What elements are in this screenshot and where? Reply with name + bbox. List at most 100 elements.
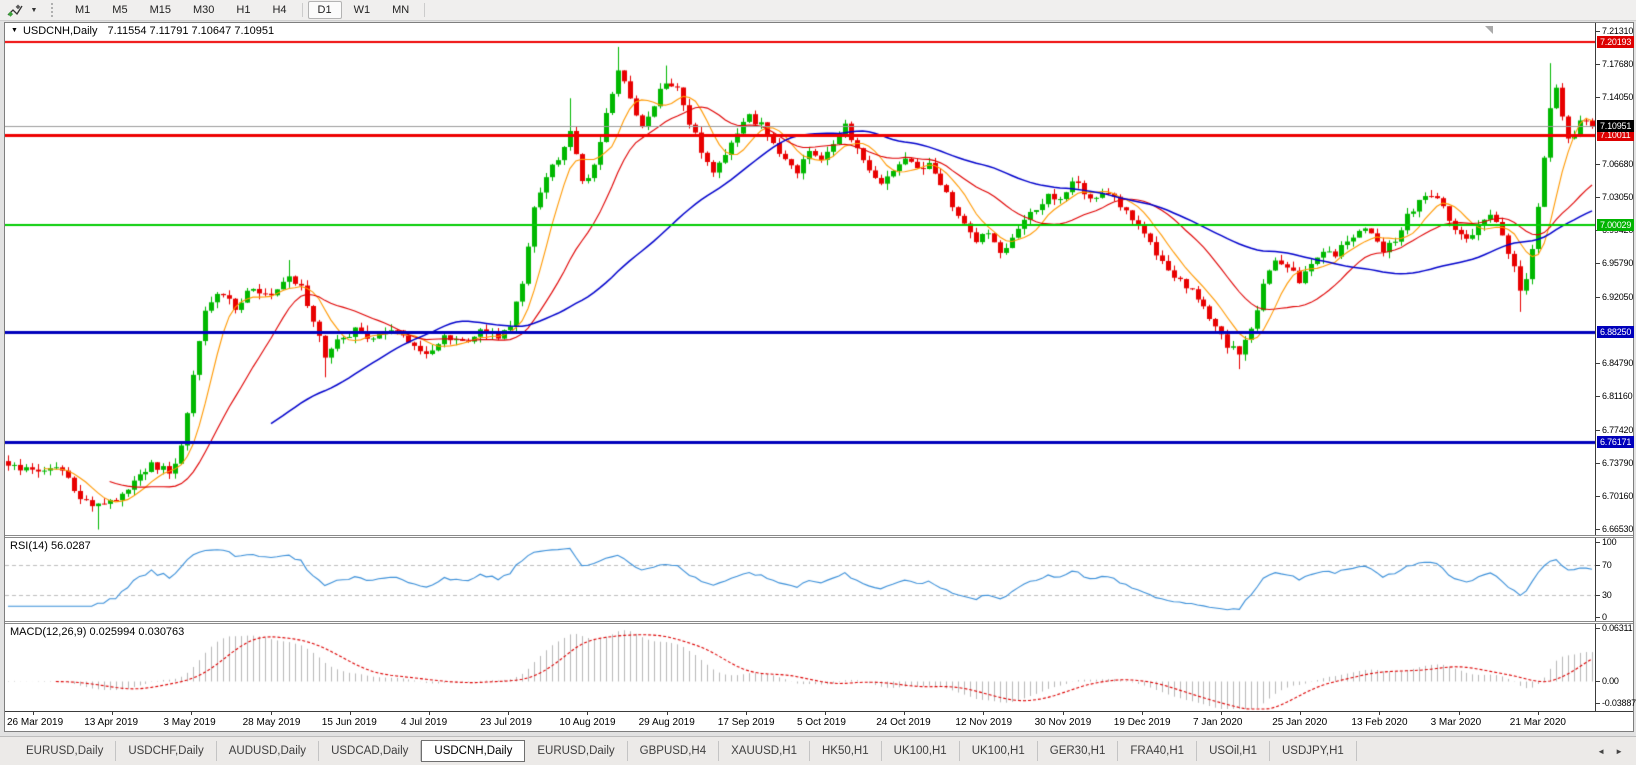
date-label: 7 Jan 2020 [1193, 717, 1243, 728]
tab-scroll-left-icon[interactable]: ◄ [1597, 746, 1606, 756]
rsi-axis-label: 30 [1596, 590, 1633, 601]
chart-cursor-icon [7, 4, 23, 17]
chart-tab-usdcnh-daily[interactable]: USDCNH,Daily [421, 740, 526, 762]
tab-scroll-controls: ◄ ► [1592, 747, 1636, 756]
price-badge: 6.88250 [1597, 326, 1634, 339]
price-tick-label: 6.77420 [1596, 425, 1633, 436]
date-label: 28 May 2019 [242, 717, 301, 728]
date-axis[interactable]: 26 Mar 2019 13 Apr 2019 3 May 2019 28 May 2… [5, 711, 1633, 731]
date-tick-mark [508, 712, 510, 715]
date-tick-mark [191, 712, 193, 715]
date-label: 30 Nov 2019 [1034, 717, 1092, 728]
macd-panel-separator[interactable] [5, 621, 1633, 624]
date-label: 29 Aug 2019 [638, 717, 695, 728]
macd-axis-label: 0.06311 [1596, 623, 1633, 634]
chart-cursor-tool-button[interactable] [3, 1, 27, 19]
macd-panel-canvas[interactable] [5, 624, 1595, 711]
timeframe-button-W1[interactable]: W1 [353, 4, 371, 16]
date-tick-mark [1221, 712, 1222, 715]
rsi-axis-label: 0 [1596, 612, 1633, 623]
price-tick-label: 6.84790 [1596, 358, 1633, 369]
chart-tab-usoil-h1[interactable]: USOil,H1 [1197, 741, 1270, 761]
date-label: 24 Oct 2019 [876, 717, 931, 728]
chart-tab-usdcad-daily[interactable]: USDCAD,Daily [319, 741, 422, 761]
date-label: 13 Apr 2019 [84, 717, 139, 728]
main-chart-canvas[interactable] [5, 38, 1595, 535]
date-tick-mark [33, 712, 34, 715]
chart-tab-xauusd-h1[interactable]: XAUUSD,H1 [719, 741, 810, 761]
price-tick-label: 6.81160 [1596, 391, 1633, 402]
price-tick-label: 7.03050 [1596, 192, 1633, 203]
chart-tab-uk100-h1[interactable]: UK100,H1 [960, 741, 1038, 761]
chart-tab-eurusd-daily[interactable]: EURUSD,Daily [525, 741, 628, 761]
date-tick-mark [349, 712, 351, 715]
chart-tab-bar: EURUSD,Daily USDCHF,Daily AUDUSD,Daily USDC… [0, 736, 1636, 765]
chart-tab-usdjpy-h1[interactable]: USDJPY,H1 [1270, 741, 1357, 761]
date-label: 25 Jan 2020 [1272, 717, 1328, 728]
date-tick-mark [1379, 712, 1381, 715]
price-tick-label: 6.73790 [1596, 458, 1633, 469]
timeframe-button-MN[interactable]: MN [392, 4, 410, 16]
timeframe-button-D1[interactable]: D1 [307, 1, 342, 19]
chart-tab-uk100-h1[interactable]: UK100,H1 [882, 741, 960, 761]
price-badge: 7.00029 [1597, 219, 1634, 232]
price-badge: 7.20193 [1597, 35, 1634, 48]
chart-ohlc-values: 7.11554 7.11791 7.10647 7.10951 [107, 24, 275, 37]
date-tick-mark [1141, 712, 1143, 715]
rsi-panel-separator[interactable] [5, 535, 1633, 538]
price-tick-label: 6.92050 [1596, 292, 1633, 303]
top-toolbar: ▼ M1 M5 M15 M30 H1 H4 D1 W1 MN [0, 0, 1636, 21]
date-label: 15 Jun 2019 [321, 717, 377, 728]
chart-tab-gbpusd-h4[interactable]: GBPUSD,H4 [628, 741, 720, 761]
tab-scroll-right-icon[interactable]: ► [1615, 746, 1623, 756]
price-tick-label: 7.06680 [1596, 159, 1633, 170]
chart-tab-hk50-h1[interactable]: HK50,H1 [810, 741, 882, 761]
rsi-axis-label: 100 [1596, 537, 1633, 548]
date-tick-mark [270, 712, 272, 715]
chart-tab-eurusd-daily[interactable]: EURUSD,Daily [14, 741, 117, 761]
price-badge: 6.76171 [1597, 436, 1634, 449]
date-label: 26 Mar 2019 [7, 717, 64, 728]
date-tick-mark [587, 712, 589, 715]
chart-shift-marker-icon [1485, 26, 1493, 34]
date-label: 13 Feb 2020 [1351, 717, 1408, 728]
date-tick-mark [666, 712, 668, 715]
macd-axis-label: 0.00 [1596, 676, 1633, 687]
chart-tab-usdchf-daily[interactable]: USDCHF,Daily [116, 741, 217, 761]
date-tick-mark [983, 712, 985, 715]
rsi-panel-canvas[interactable] [5, 538, 1595, 621]
price-tick-label: 6.95790 [1596, 258, 1633, 269]
tool-dropdown-caret[interactable]: ▼ [30, 6, 38, 14]
macd-axis-label: -0.03887 [1596, 698, 1636, 709]
date-tick-mark [1537, 712, 1539, 715]
timeframe-button-M30[interactable]: M30 [192, 4, 215, 16]
date-tick-mark [429, 712, 430, 715]
date-label: 3 May 2019 [163, 717, 216, 728]
timeframe-button-H4[interactable]: H4 [272, 4, 287, 16]
date-tick-mark [1062, 712, 1064, 715]
date-label: 12 Nov 2019 [955, 717, 1013, 728]
chart-tab-audusd-daily[interactable]: AUDUSD,Daily [217, 741, 320, 761]
toolbar-divider [301, 3, 303, 17]
timeframe-button-M15[interactable]: M15 [149, 4, 171, 16]
timeframe-button-M5[interactable]: M5 [112, 4, 128, 16]
date-label: 5 Oct 2019 [797, 717, 846, 728]
date-label: 4 Jul 2019 [401, 717, 448, 728]
toolbar-drag-handle[interactable] [51, 3, 56, 17]
macd-indicator-label: MACD(12,26,9) 0.025994 0.030763 [10, 626, 185, 638]
chart-symbol-title: USDCNH,Daily [22, 24, 98, 37]
date-tick-mark [745, 712, 747, 715]
chart-title-bar[interactable]: ▼ USDCNH,Daily 7.11554 7.11791 7.10647 7… [5, 23, 1595, 38]
price-axis[interactable]: 7.213107.176807.140507.066807.030506.994… [1595, 23, 1636, 711]
date-tick-mark [1458, 712, 1460, 715]
chart-tab-ger30-h1[interactable]: GER30,H1 [1038, 741, 1119, 761]
chart-tab-fra40-h1[interactable]: FRA40,H1 [1118, 741, 1198, 761]
timeframe-button-H1[interactable]: H1 [236, 4, 251, 16]
date-label: 19 Dec 2019 [1113, 717, 1171, 728]
timeframe-button-M1[interactable]: M1 [75, 4, 91, 16]
date-label: 21 Mar 2020 [1509, 717, 1566, 728]
price-tick-label: 6.70160 [1596, 491, 1633, 502]
rsi-indicator-label: RSI(14) 56.0287 [10, 540, 91, 552]
date-label: 17 Sep 2019 [717, 717, 775, 728]
price-tick-label: 7.17680 [1596, 59, 1633, 70]
